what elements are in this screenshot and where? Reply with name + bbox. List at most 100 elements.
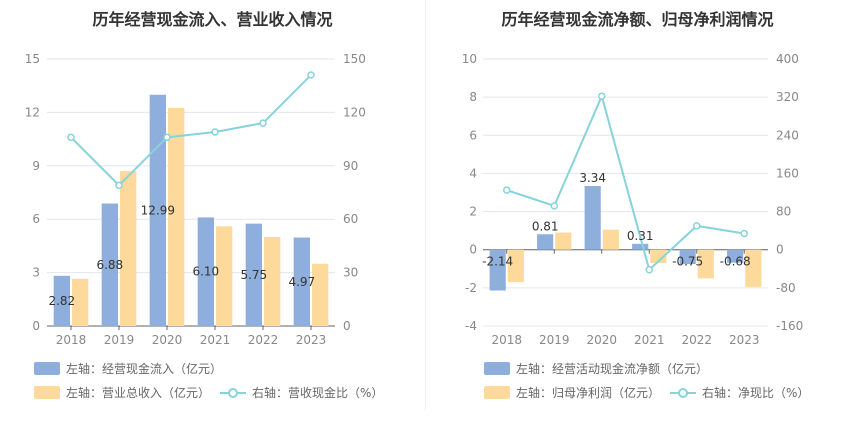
data-label: -0.68 bbox=[720, 255, 751, 269]
panel-divider bbox=[425, 0, 426, 410]
chart-netcash-profit: -4 -2 0 2 4 6 8 10 -160 -80 0 80 160 240 320 400 2018 201… bbox=[462, 52, 804, 347]
legend-item-cash-inflow[interactable]: 左轴：经营现金流入（亿元） bbox=[34, 360, 222, 377]
bar-secondary bbox=[168, 107, 185, 326]
legend-item-net-profit[interactable]: 左轴：归母净利润（亿元） bbox=[484, 384, 660, 401]
legend-swatch bbox=[484, 386, 510, 399]
data-label: 2.82 bbox=[48, 294, 75, 308]
y-right-tick-label: 0 bbox=[776, 243, 784, 257]
y-right-tick-label: 30 bbox=[343, 266, 358, 280]
y-left-tick-label: 9 bbox=[32, 159, 40, 173]
legend-label: 右轴：净现比（%） bbox=[702, 386, 810, 400]
legend-label: 左轴：归母净利润（亿元） bbox=[516, 386, 661, 400]
y-left-tick-label: -2 bbox=[465, 281, 477, 295]
y-left-tick-label: 8 bbox=[469, 90, 477, 104]
y-left-tick-label: -4 bbox=[465, 319, 477, 333]
data-label: 5.75 bbox=[240, 268, 267, 282]
legend-item-revenue-cash-ratio[interactable]: 右轴：营收现金比（%） bbox=[220, 384, 383, 401]
legend-item-revenue[interactable]: 左轴：营业总收入（亿元） bbox=[34, 384, 210, 401]
bar-primary bbox=[727, 249, 744, 263]
bar-primary bbox=[149, 94, 166, 326]
y-right-tick-label: 90 bbox=[343, 159, 358, 173]
y-right-tick-label: 60 bbox=[343, 212, 358, 226]
y-right-tick-label: 240 bbox=[776, 128, 799, 142]
line-point bbox=[598, 92, 606, 100]
line-series bbox=[506, 93, 745, 272]
bar-secondary bbox=[507, 249, 524, 283]
y-right-tick-label: 400 bbox=[776, 52, 799, 66]
chart-panel-netcash-profit: 历年经营现金流净额、归母净利润情况 -4 -2 0 2 4 6 8 10 -160 -80 0 80 1… bbox=[425, 0, 850, 437]
y-right-tick-label: 120 bbox=[343, 105, 366, 119]
legend-swatch bbox=[670, 386, 696, 399]
line-point bbox=[645, 265, 653, 274]
y-right-tick-label: -80 bbox=[776, 281, 796, 295]
y-left-tick-label: 2 bbox=[469, 205, 477, 219]
y-left-tick-label: 6 bbox=[469, 128, 477, 142]
y-right-tick-label: 160 bbox=[776, 166, 799, 180]
line-point bbox=[307, 71, 315, 79]
bar-primary bbox=[537, 234, 554, 250]
bar-primary bbox=[632, 243, 649, 250]
y-left-tick-label: 4 bbox=[469, 166, 477, 180]
data-label: 3.34 bbox=[579, 171, 606, 185]
bar-primary bbox=[53, 275, 70, 326]
x-tick-label: 2022 bbox=[681, 333, 712, 347]
line-point bbox=[67, 133, 75, 142]
data-label: 6.88 bbox=[96, 258, 123, 272]
x-tick-label: 2023 bbox=[296, 333, 327, 347]
x-tick-label: 2020 bbox=[586, 333, 617, 347]
legend-label: 右轴：营收现金比（%） bbox=[252, 386, 384, 400]
chart-panel-cashflow-revenue: 历年经营现金流入、营业收入情况 0 3 6 9 12 15 0 30 60 90 120 150 201… bbox=[25, 10, 384, 401]
legend-item-net-cash-ratio[interactable]: 右轴：净现比（%） bbox=[670, 384, 809, 401]
bar-secondary bbox=[650, 249, 667, 264]
data-label: -2.14 bbox=[482, 255, 513, 269]
y-right-tick-label: 0 bbox=[343, 319, 351, 333]
x-tick-label: 2018 bbox=[491, 333, 522, 347]
line-point bbox=[550, 202, 558, 210]
data-label: -0.75 bbox=[672, 255, 703, 269]
data-label: 0.81 bbox=[532, 219, 559, 233]
line-point bbox=[211, 128, 219, 136]
legend-swatch bbox=[220, 386, 246, 399]
line-point bbox=[115, 181, 123, 190]
x-tick-label: 2019 bbox=[539, 333, 570, 347]
bar-primary bbox=[679, 249, 696, 265]
line-series bbox=[70, 74, 312, 187]
y-left-tick-label: 12 bbox=[25, 105, 40, 119]
legend-swatch bbox=[34, 386, 60, 399]
x-tick-label: 2023 bbox=[729, 333, 760, 347]
y-right-tick-label: 320 bbox=[776, 90, 799, 104]
bar-primary bbox=[293, 237, 310, 326]
line-point bbox=[163, 133, 171, 142]
line-point bbox=[693, 222, 701, 230]
x-tick-label: 2022 bbox=[248, 333, 279, 347]
y-right-tick-label: -160 bbox=[776, 319, 803, 333]
y-left-tick-label: 6 bbox=[32, 212, 40, 226]
line-point bbox=[259, 119, 267, 127]
bar-primary bbox=[245, 223, 262, 326]
data-label: 6.10 bbox=[192, 265, 219, 279]
y-right-tick-label: 150 bbox=[343, 52, 366, 66]
y-right-tick-label: 80 bbox=[776, 205, 791, 219]
bar-secondary bbox=[697, 249, 714, 279]
bar-primary bbox=[489, 249, 506, 291]
y-left-tick-label: 0 bbox=[469, 243, 477, 257]
data-label: 0.31 bbox=[627, 229, 654, 243]
bar-secondary bbox=[602, 229, 619, 250]
bar-secondary bbox=[264, 237, 281, 326]
data-label: 4.97 bbox=[288, 275, 315, 289]
line-point bbox=[503, 186, 511, 194]
legend-item-net-operating-cash[interactable]: 左轴：经营活动现金流净额（亿元） bbox=[484, 360, 708, 377]
y-left-tick-label: 15 bbox=[25, 52, 40, 66]
y-left-tick-label: 10 bbox=[462, 52, 477, 66]
bar-secondary bbox=[312, 263, 329, 326]
legend-label: 左轴：经营现金流入（亿元） bbox=[66, 362, 223, 376]
chart-title: 历年经营现金流入、营业收入情况 bbox=[92, 10, 333, 29]
legend-label: 左轴：营业总收入（亿元） bbox=[66, 386, 211, 400]
legend-swatch bbox=[34, 362, 60, 375]
x-tick-label: 2021 bbox=[200, 333, 231, 347]
x-tick-label: 2020 bbox=[152, 333, 183, 347]
x-tick-label: 2019 bbox=[104, 333, 135, 347]
data-label: 12.99 bbox=[141, 203, 175, 217]
legend-swatch bbox=[484, 362, 510, 375]
